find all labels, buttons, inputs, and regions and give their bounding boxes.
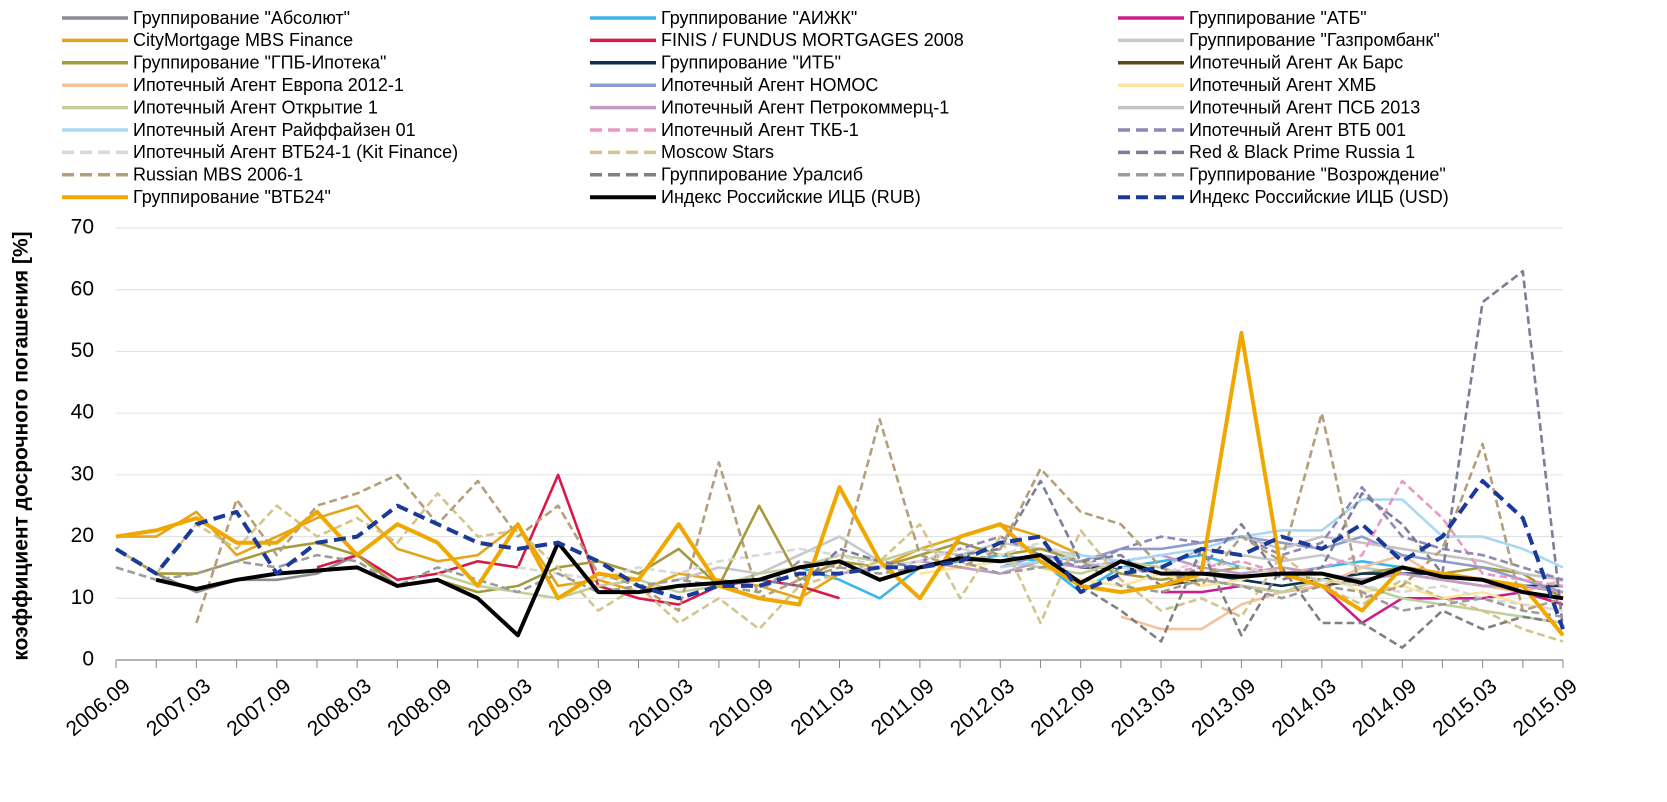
- y-tick-label: 0: [82, 648, 94, 671]
- legend-label: Ипотечный Агент Райффайзен 01: [133, 120, 416, 140]
- x-tick-label: 2011.03: [787, 674, 859, 739]
- legend-label: Группирование "ИТБ": [661, 53, 841, 73]
- y-tick-label: 10: [71, 586, 94, 609]
- y-axis-label: коэффициент досрочного погашения [%]: [10, 231, 33, 660]
- x-tick-label: 2008.09: [383, 674, 456, 740]
- y-tick-label: 70: [71, 216, 94, 239]
- x-tick-label: 2009.03: [464, 674, 537, 740]
- series-line: [1160, 479, 1564, 588]
- x-tick-label: 2011.09: [867, 674, 939, 739]
- y-tick-label: 50: [71, 339, 94, 362]
- legend-label: Ипотечный Агент Европа 2012-1: [133, 75, 404, 95]
- y-tick-label: 40: [71, 401, 94, 424]
- legend-label: Индекс Российские ИЦБ (RUB): [661, 187, 921, 207]
- legend-label: Группирование "Газпромбанк": [1189, 30, 1440, 50]
- x-tick-label: 2014.03: [1268, 674, 1341, 740]
- legend-label: Ипотечный Агент ПСБ 2013: [1189, 97, 1420, 117]
- legend-label: CityMortgage MBS Finance: [133, 30, 353, 50]
- legend-label: Группирование "ГПБ-Ипотека": [133, 53, 386, 73]
- x-tick-label: 2008.03: [303, 674, 376, 740]
- x-tick-label: 2013.09: [1187, 674, 1260, 740]
- legend-label: Ипотечный Агент ХМБ: [1189, 75, 1376, 95]
- legend-label: Russian MBS 2006-1: [133, 165, 303, 185]
- legend-label: Группирование Уралсиб: [661, 165, 863, 185]
- x-tick-label: 2012.09: [1027, 674, 1100, 740]
- x-tick-label: 2015.03: [1428, 674, 1501, 740]
- x-tick-label: 2013.03: [1107, 674, 1180, 740]
- x-tick-label: 2010.03: [625, 674, 698, 740]
- series-line: [114, 479, 1565, 630]
- series-line: [1080, 547, 1564, 649]
- legend-label: Moscow Stars: [661, 142, 774, 162]
- legend-label: Индекс Российские ИЦБ (USD): [1189, 187, 1449, 207]
- x-tick-label: 2007.03: [142, 674, 215, 740]
- series-line: [1000, 498, 1564, 569]
- series-line: [195, 411, 1564, 624]
- legend-label: Ипотечный Агент ВТБ 001: [1189, 120, 1406, 140]
- x-tick-label: 2009.09: [544, 674, 617, 740]
- series-line: [115, 553, 1564, 619]
- x-tick-label: 2007.09: [223, 674, 296, 740]
- legend-label: Группирование "АИЖК": [661, 8, 857, 28]
- y-tick-label: 20: [71, 524, 94, 547]
- legend-label: Ипотечный Агент Петрокоммерц-1: [661, 97, 949, 117]
- legend-label: FINIS / FUNDUS MORTGAGES 2008: [661, 30, 964, 50]
- legend-label: Ипотечный Агент ВТБ24-1 (Kit Finance): [133, 142, 458, 162]
- legend-label: Группирование "Возрождение": [1189, 165, 1446, 185]
- legend-label: Ипотечный Агент Открытие 1: [133, 97, 378, 117]
- series-line: [1241, 535, 1564, 582]
- legend-label: Группирование "АТБ": [1189, 8, 1367, 28]
- x-tick-label: 2012.03: [946, 674, 1019, 740]
- legend-label: Ипотечный Агент НОМОС: [661, 75, 878, 95]
- legend-label: Ипотечный Агент ТКБ-1: [661, 120, 859, 140]
- legend-label: Группирование "ВТБ24": [133, 187, 331, 207]
- x-tick-label: 2010.09: [705, 674, 778, 740]
- legend-label: Группирование "Абсолют": [133, 8, 350, 28]
- legend-label: Ипотечный Агент Ак Барс: [1189, 53, 1403, 73]
- x-tick-label: 2006.09: [62, 674, 135, 740]
- y-tick-label: 60: [71, 277, 94, 300]
- x-tick-label: 2015.09: [1509, 674, 1582, 740]
- y-tick-label: 30: [71, 462, 94, 485]
- series-line: [115, 330, 1565, 637]
- legend-label: Red & Black Prime Russia 1: [1189, 142, 1415, 162]
- x-tick-label: 2014.09: [1348, 674, 1421, 740]
